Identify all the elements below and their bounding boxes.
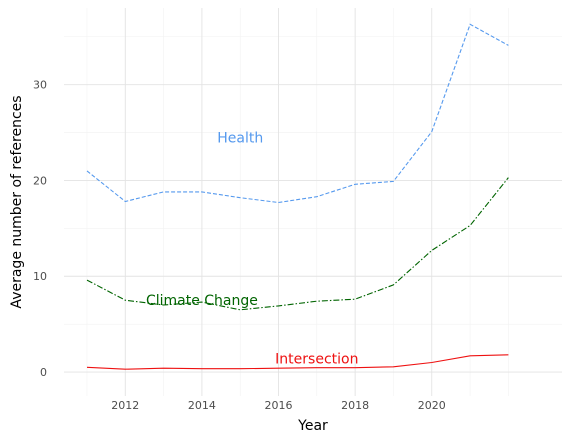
x-tick-label: 2012	[111, 399, 139, 412]
major-grid	[64, 8, 562, 396]
y-tick-label: 30	[33, 79, 47, 92]
series-label-climate-change: Climate Change	[146, 293, 258, 309]
y-axis-title: Average number of references	[9, 95, 25, 308]
y-tick-labels: 0 10 20 30	[33, 79, 47, 379]
series-line-intersection	[86, 354, 509, 370]
series-label-intersection: Intersection	[275, 352, 358, 368]
x-tick-label: 2014	[188, 399, 216, 412]
series-line-health	[86, 23, 509, 204]
x-tick-label: 2020	[418, 399, 446, 412]
series-line-climate-change	[86, 177, 509, 311]
series-labels: Health Climate Change Intersection	[146, 130, 359, 367]
minor-grid	[64, 8, 562, 396]
x-tick-label: 2018	[341, 399, 369, 412]
x-tick-label: 2016	[265, 399, 293, 412]
x-tick-labels: 2012 2014 2016 2018 2020	[111, 399, 445, 412]
y-tick-label: 20	[33, 174, 47, 187]
y-tick-label: 0	[40, 366, 47, 379]
x-axis-title: Year	[297, 418, 328, 434]
series-label-health: Health	[217, 130, 263, 146]
y-tick-label: 10	[33, 270, 47, 283]
series-layer	[86, 23, 509, 370]
